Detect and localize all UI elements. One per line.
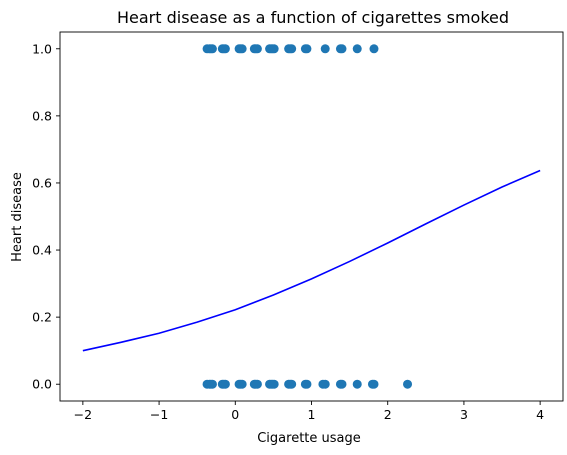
scatter-point-negative [237, 379, 247, 389]
scatter-point-positive [352, 44, 362, 54]
scatter-point-negative [252, 379, 262, 389]
x-axis-label: Cigarette usage [257, 431, 361, 446]
scatter-point-positive [337, 44, 347, 54]
scatter-point-negative [207, 379, 217, 389]
x-axis-ticks: −2 −1 0 1 2 3 4 [74, 401, 544, 422]
y-axis-label: Heart disease [10, 172, 25, 262]
scatter-point-negative [287, 379, 297, 389]
x-tick-label: 4 [536, 407, 544, 422]
scatter-point-positive [220, 44, 230, 54]
scatter-point-positive [207, 44, 217, 54]
scatter-point-negative [337, 379, 347, 389]
plot-area [59, 31, 564, 402]
scatter-point-positive [320, 44, 330, 54]
scatter-point-negative [320, 379, 330, 389]
y-tick-label: 0.8 [32, 108, 52, 123]
x-tick-label: 0 [231, 407, 239, 422]
scatter-point-positive [252, 44, 262, 54]
scatter-point-negative [369, 379, 379, 389]
scatter-point-negative [352, 379, 362, 389]
x-tick-label: 1 [308, 407, 316, 422]
axes-frame [59, 31, 564, 402]
y-tick-label: 0.6 [32, 175, 52, 190]
x-tick-label: 2 [384, 407, 392, 422]
x-tick-label: −2 [74, 407, 92, 422]
logistic-curve [82, 169, 541, 352]
scatter-point-negative [269, 379, 279, 389]
scatter-point-negative [302, 379, 312, 389]
y-tick-label: 0.4 [32, 243, 52, 258]
scatter-point-positive [269, 44, 279, 54]
scatter-point-positive [369, 44, 379, 54]
scatter-point-positive [287, 44, 297, 54]
scatter-point-positive [302, 44, 312, 54]
y-axis-ticks: 0.0 0.2 0.4 0.6 0.8 1.0 [32, 41, 60, 392]
x-tick-label: 3 [460, 407, 468, 422]
chart-title: Heart disease as a function of cigarette… [117, 8, 509, 27]
y-tick-label: 0.0 [32, 377, 52, 392]
scatter-point-negative [403, 379, 413, 389]
scatter-point-positive [237, 44, 247, 54]
y-tick-label: 0.2 [32, 310, 52, 325]
y-tick-label: 1.0 [32, 41, 52, 56]
scatter-point-negative [220, 379, 230, 389]
x-tick-label: −1 [150, 407, 168, 422]
